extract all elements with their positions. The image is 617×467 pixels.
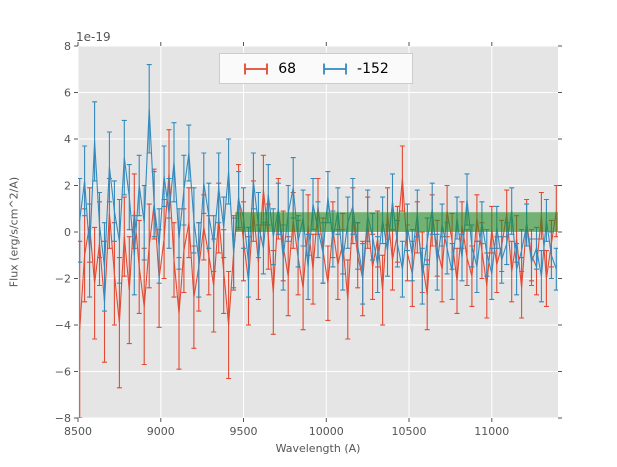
x-tick-label: 9500 (230, 425, 258, 438)
errorbar-marker-red-icon (244, 63, 269, 74)
y-tick-label: 4 (64, 133, 71, 146)
legend-entry--152: -152 (322, 61, 389, 77)
x-tick-label: 11000 (474, 425, 509, 438)
y-tick-label: 8 (64, 40, 71, 53)
x-tick-label: 10000 (309, 425, 344, 438)
y-tick-label: 0 (64, 226, 71, 239)
legend: 68 -152 (219, 53, 413, 84)
y-tick-label: −6 (55, 366, 71, 379)
y-axis-label: Flux (erg/s/cm^2/A) (7, 176, 21, 288)
y-tick-label: −8 (55, 412, 71, 425)
tick-marks (74, 42, 562, 422)
x-axis-label: Wavelength (A) (275, 442, 361, 455)
legend-label--152: -152 (357, 60, 389, 77)
y-axis-offset-label: 1e-19 (76, 30, 111, 44)
x-tick-label: 10500 (392, 425, 427, 438)
y-tick-label: 6 (64, 87, 71, 100)
legend-entry-68: 68 (243, 61, 296, 77)
y-tick-label: −4 (55, 319, 71, 332)
y-tick-label: −2 (55, 273, 71, 286)
legend-label-68: 68 (278, 60, 297, 77)
errorbar-marker-blue-icon (323, 63, 347, 74)
x-tick-label: 8500 (64, 425, 92, 438)
y-tick-label: 2 (64, 180, 71, 193)
highlight-band (235, 212, 558, 232)
x-tick-label: 9000 (147, 425, 175, 438)
